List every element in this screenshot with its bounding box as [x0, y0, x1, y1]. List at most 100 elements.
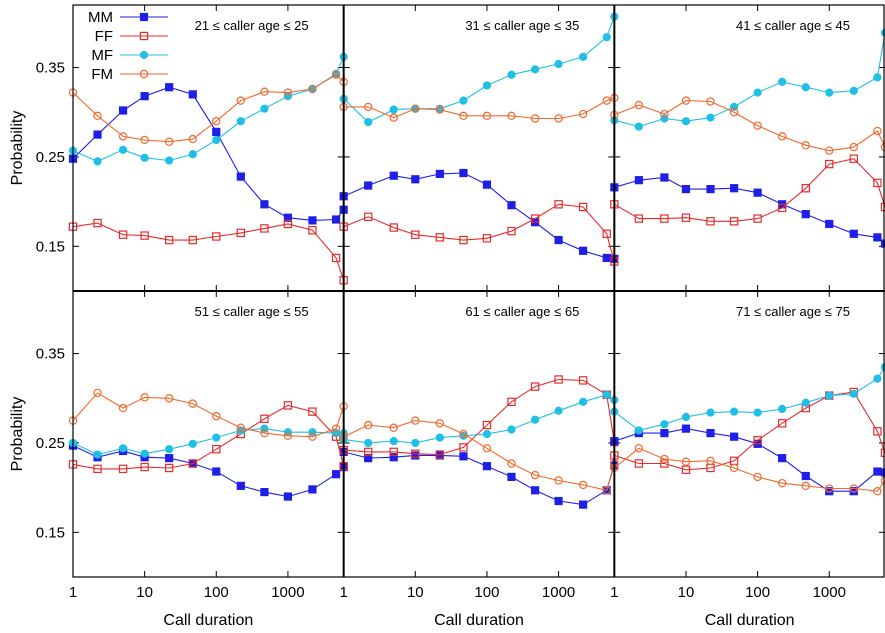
point-fm [93, 388, 102, 398]
line-mm [72, 445, 345, 498]
panel-6: 71 ≤ caller age ≤ 75 [610, 291, 885, 577]
series-fm-panel-4 [68, 388, 348, 441]
x-tick-label: 100 [204, 584, 229, 601]
point-fm [308, 84, 317, 94]
legend-entry-ff: FF [95, 28, 168, 45]
series-mf-panel-3 [610, 28, 885, 131]
point-fm [660, 454, 669, 464]
point-mf [825, 391, 834, 400]
point-ff [554, 200, 563, 209]
panel-5: 61 ≤ caller age ≤ 65 [339, 291, 619, 577]
point-mm [411, 175, 420, 184]
point-fm [554, 114, 563, 123]
panel-title: 71 ≤ caller age ≤ 75 [736, 304, 850, 319]
point-mf [212, 135, 221, 145]
line-mm [614, 176, 885, 245]
point-mf [706, 408, 715, 417]
point-mm [507, 472, 516, 481]
point-mm [459, 452, 468, 461]
point-ff [308, 407, 317, 416]
point-mm [331, 470, 341, 479]
point-mm [681, 185, 691, 194]
point-mf [482, 429, 492, 439]
point-ff [681, 465, 691, 474]
point-ff [283, 401, 293, 410]
point-mf [660, 420, 669, 429]
point-mf [165, 445, 174, 454]
point-fm [331, 424, 341, 433]
legend-marker-fm [139, 69, 149, 79]
point-mm [93, 130, 102, 139]
point-ff [140, 231, 149, 240]
y-tick-label: 0.35 [36, 60, 65, 77]
point-ff [706, 217, 715, 226]
point-ff [308, 226, 317, 235]
panel-3: 41 ≤ caller age ≤ 45 [610, 5, 885, 291]
point-fm [164, 137, 174, 146]
point-fm [411, 104, 420, 113]
point-mm [730, 184, 739, 193]
point-mm [507, 201, 516, 210]
point-mm [880, 239, 885, 248]
point-mf [389, 105, 398, 114]
x-tick-label: 1 [339, 584, 347, 601]
point-ff [212, 444, 221, 454]
point-fm [363, 102, 373, 112]
point-fm [825, 484, 834, 493]
point-mf [634, 122, 643, 131]
point-mm [825, 219, 834, 229]
panel-2: 31 ≤ caller age ≤ 35 [339, 5, 619, 291]
point-mm [849, 487, 858, 496]
point-mf [778, 77, 787, 86]
point-fm [825, 146, 834, 155]
point-mf [579, 52, 588, 61]
point-mf [364, 438, 373, 448]
point-mm [554, 235, 563, 245]
point-mm [435, 169, 444, 179]
point-mf [530, 415, 540, 424]
x-tick-label: 1 [69, 584, 77, 601]
point-ff [578, 202, 588, 212]
series-mm-panel-3 [610, 173, 885, 248]
y-tick-label: 0.15 [36, 238, 65, 255]
point-fm [188, 399, 197, 408]
point-mf [435, 433, 444, 442]
line-mm [343, 172, 615, 260]
point-mm [331, 215, 341, 224]
line-ff [343, 378, 615, 456]
point-mf [753, 408, 762, 417]
point-mm [212, 467, 221, 476]
point-ff [634, 214, 644, 223]
point-mf [140, 153, 149, 162]
point-fm [530, 114, 540, 123]
point-ff [777, 203, 787, 213]
legend-entry-mf: MF [91, 47, 168, 64]
point-mf [507, 425, 516, 434]
x-axis-title: Call duration [705, 612, 795, 629]
line-mm [343, 451, 615, 506]
line-fm [343, 97, 615, 120]
point-ff [459, 443, 468, 452]
x-tick-label: 100 [745, 584, 770, 601]
point-fm [482, 111, 492, 121]
point-mm [579, 246, 588, 255]
point-mf [411, 438, 420, 448]
series-fm-panel-1 [68, 70, 348, 146]
point-mm [825, 487, 834, 496]
point-ff [459, 235, 468, 245]
point-fm [753, 121, 762, 130]
point-ff [188, 235, 197, 245]
point-mm [730, 432, 739, 441]
point-mm [753, 188, 762, 197]
line-mf [72, 56, 345, 163]
legend-marker-ff [139, 31, 149, 41]
line-mf [343, 394, 615, 444]
point-fm [634, 444, 644, 453]
point-mf [188, 439, 197, 448]
point-fm [753, 472, 762, 482]
line-fm [72, 74, 345, 143]
point-fm [212, 411, 221, 421]
point-ff [873, 178, 882, 188]
point-ff [507, 397, 516, 407]
line-mm [614, 428, 885, 492]
